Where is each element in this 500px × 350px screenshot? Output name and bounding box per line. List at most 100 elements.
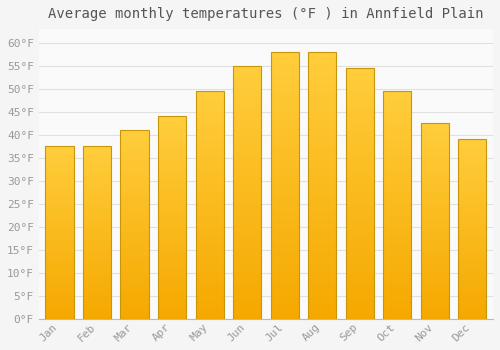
- Bar: [421, 272, 449, 274]
- Bar: [421, 282, 449, 284]
- Bar: [83, 157, 111, 159]
- Bar: [233, 106, 261, 109]
- Bar: [158, 210, 186, 212]
- Bar: [46, 300, 74, 302]
- Bar: [158, 226, 186, 228]
- Bar: [120, 302, 148, 304]
- Bar: [196, 100, 224, 103]
- Bar: [83, 239, 111, 241]
- Bar: [421, 194, 449, 196]
- Bar: [421, 280, 449, 282]
- Bar: [120, 166, 148, 168]
- Bar: [83, 196, 111, 198]
- Bar: [383, 153, 412, 155]
- Bar: [120, 270, 148, 272]
- Bar: [233, 230, 261, 233]
- Bar: [346, 284, 374, 286]
- Bar: [233, 215, 261, 218]
- Bar: [233, 263, 261, 266]
- Bar: [270, 233, 299, 236]
- Bar: [120, 309, 148, 312]
- Bar: [383, 141, 412, 144]
- Bar: [270, 207, 299, 210]
- Bar: [120, 312, 148, 313]
- Bar: [120, 294, 148, 296]
- Bar: [233, 109, 261, 111]
- Bar: [196, 160, 224, 162]
- Bar: [458, 294, 486, 295]
- Bar: [46, 183, 74, 184]
- Bar: [83, 153, 111, 155]
- Bar: [196, 251, 224, 253]
- Bar: [346, 256, 374, 259]
- Bar: [383, 210, 412, 212]
- Bar: [46, 288, 74, 289]
- Bar: [83, 248, 111, 250]
- Bar: [46, 222, 74, 224]
- Bar: [83, 272, 111, 274]
- Bar: [270, 260, 299, 263]
- Bar: [308, 191, 336, 194]
- Bar: [421, 305, 449, 307]
- Bar: [458, 139, 486, 319]
- Bar: [158, 250, 186, 252]
- Bar: [421, 208, 449, 209]
- Bar: [196, 121, 224, 123]
- Bar: [196, 146, 224, 148]
- Bar: [383, 203, 412, 205]
- Bar: [233, 281, 261, 284]
- Bar: [308, 295, 336, 298]
- Bar: [421, 251, 449, 252]
- Bar: [120, 245, 148, 247]
- Bar: [120, 187, 148, 189]
- Bar: [120, 202, 148, 204]
- Bar: [421, 317, 449, 319]
- Bar: [233, 190, 261, 193]
- Bar: [458, 279, 486, 281]
- Bar: [270, 167, 299, 169]
- Bar: [158, 290, 186, 293]
- Bar: [383, 260, 412, 262]
- Bar: [233, 86, 261, 89]
- Bar: [196, 169, 224, 171]
- Bar: [421, 182, 449, 184]
- Bar: [308, 210, 336, 212]
- Bar: [308, 212, 336, 215]
- Bar: [233, 119, 261, 121]
- Bar: [458, 208, 486, 209]
- Bar: [270, 52, 299, 55]
- Bar: [270, 298, 299, 300]
- Bar: [83, 289, 111, 291]
- Bar: [270, 276, 299, 279]
- Bar: [270, 188, 299, 191]
- Bar: [421, 288, 449, 289]
- Bar: [346, 131, 374, 133]
- Bar: [196, 112, 224, 114]
- Bar: [83, 314, 111, 315]
- Bar: [383, 178, 412, 180]
- Bar: [158, 256, 186, 258]
- Bar: [346, 153, 374, 156]
- Bar: [383, 282, 412, 285]
- Bar: [120, 183, 148, 185]
- Bar: [421, 180, 449, 182]
- Bar: [383, 264, 412, 266]
- Bar: [120, 249, 148, 251]
- Bar: [383, 155, 412, 157]
- Bar: [458, 312, 486, 314]
- Bar: [421, 229, 449, 231]
- Bar: [421, 164, 449, 166]
- Bar: [46, 241, 74, 243]
- Bar: [308, 65, 336, 68]
- Bar: [158, 119, 186, 120]
- Bar: [270, 284, 299, 287]
- Bar: [383, 271, 412, 273]
- Bar: [383, 134, 412, 137]
- Bar: [120, 211, 148, 213]
- Bar: [421, 192, 449, 194]
- Bar: [196, 260, 224, 262]
- Bar: [346, 86, 374, 88]
- Bar: [120, 160, 148, 162]
- Bar: [233, 311, 261, 314]
- Bar: [46, 146, 74, 148]
